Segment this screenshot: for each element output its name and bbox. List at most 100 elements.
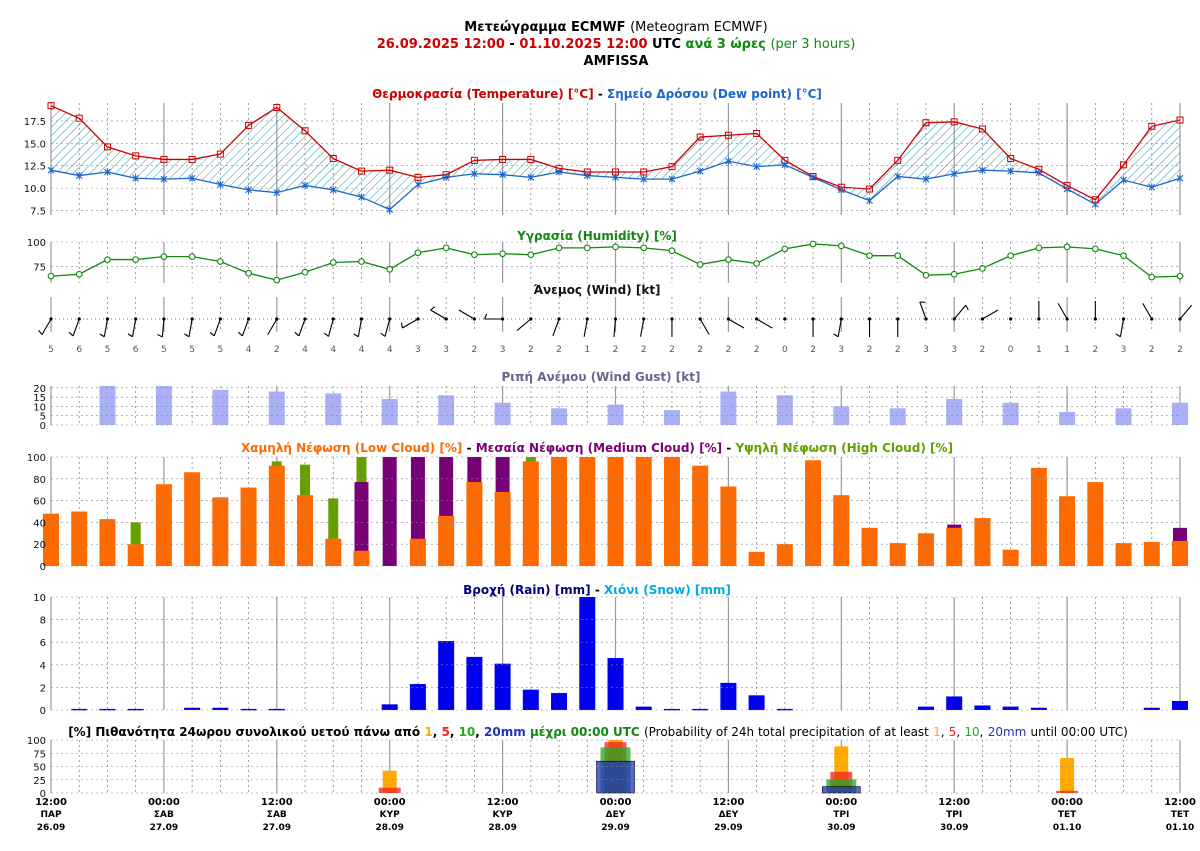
y-tick-label: 20	[33, 384, 46, 395]
wind-speed-label: 1	[1064, 345, 1070, 355]
y-tick-label: 20	[33, 540, 46, 551]
gust-bar	[155, 386, 172, 425]
rain-bar	[494, 663, 511, 710]
y-tick-label: 7.5	[30, 207, 46, 218]
wind-shaft	[583, 318, 588, 337]
gust-bar	[551, 408, 568, 425]
temperature-point	[668, 163, 676, 171]
wind-speed-label: 3	[415, 345, 421, 355]
low-cloud-bar	[522, 461, 539, 566]
wind-speed-label: 5	[48, 345, 54, 355]
wind-title: Άνεμος (Wind) [kt]	[533, 283, 660, 297]
wind-barb	[783, 317, 787, 321]
temperature-point	[414, 173, 422, 181]
humidity-point	[837, 242, 845, 250]
low-cloud-bar	[325, 538, 342, 566]
rain-bar	[946, 696, 963, 710]
gust-bar	[607, 404, 624, 425]
x-tick-date: 01.10	[1053, 823, 1081, 833]
rain-bar	[466, 656, 483, 710]
wind-barb	[184, 317, 194, 338]
x-tick-time: 12:00	[712, 797, 744, 808]
temperature-point	[696, 133, 704, 141]
temperature-point	[866, 185, 874, 193]
gust-bar	[212, 389, 229, 425]
wind-speed-label: 2	[1092, 345, 1098, 355]
gust-bar	[1059, 412, 1076, 425]
y-tick-label: 75	[33, 262, 46, 273]
y-tick-label: 10.0	[24, 184, 46, 195]
wind-speed-label: 2	[1177, 345, 1183, 355]
y-tick-label: 40	[33, 518, 46, 529]
temperature-point	[499, 155, 507, 163]
cloud-panel	[43, 457, 1188, 566]
dew-point-point	[837, 186, 845, 194]
gust-bar	[889, 408, 906, 425]
y-tick-label: 80	[33, 475, 46, 486]
temperature-point	[329, 155, 337, 163]
wind-feather	[157, 334, 163, 338]
dew-point-point	[1063, 185, 1071, 193]
step-greek: ανά 3 ώρες	[686, 37, 766, 52]
low-cloud-bar	[240, 487, 257, 566]
wind-shaft	[982, 309, 999, 320]
temperature-point	[527, 155, 535, 163]
gust-bar	[1172, 402, 1188, 425]
rain-bar	[1002, 706, 1019, 710]
gust-bar	[1115, 408, 1132, 425]
humidity-point	[273, 276, 281, 284]
y-tick-label: 100	[27, 736, 46, 747]
rain-bar	[438, 641, 455, 710]
low-cloud-bar	[720, 486, 737, 566]
wind-barb	[68, 317, 81, 337]
low-cloud-bar	[409, 538, 426, 566]
rain-bar	[268, 708, 285, 711]
y-tick-label: 2	[40, 683, 46, 694]
wind-shaft	[188, 318, 193, 337]
wind-barb	[896, 317, 900, 337]
x-tick-date: 28.09	[375, 823, 403, 833]
wind-speed-label: 2	[980, 345, 986, 355]
low-cloud-bar	[99, 519, 116, 566]
wind-speed-label: 2	[669, 345, 675, 355]
wind-speed-label: 2	[754, 345, 760, 355]
gust-bar	[381, 399, 398, 425]
rain-bar	[607, 658, 624, 710]
y-tick-label: 10	[33, 402, 46, 413]
wind-speed-label: 2	[274, 345, 280, 355]
wind-shaft	[919, 301, 927, 320]
humidity-point	[894, 252, 902, 260]
gust-bar	[776, 395, 793, 425]
dew-point-point	[104, 168, 111, 176]
temperature-point	[47, 102, 55, 110]
temperature-title: Θερμοκρασία (Temperature) [°C] - Σημείο …	[372, 87, 822, 101]
wind-shaft	[728, 318, 745, 329]
wind-speed-label: 5	[217, 345, 223, 355]
humidity-point	[809, 240, 817, 248]
humidity-title: Υγρασία (Humidity) [%]	[516, 229, 677, 243]
dew-point-point	[1120, 176, 1127, 184]
wind-feather	[833, 333, 839, 338]
rain-bar	[127, 708, 144, 711]
probability-bar	[821, 786, 861, 794]
wind-barb	[38, 317, 53, 335]
low-cloud-bar	[297, 495, 314, 566]
wind-barb	[583, 317, 589, 337]
gust-bar	[268, 391, 285, 425]
wind-shaft	[1179, 304, 1192, 320]
step-english: (per 3 hours)	[770, 37, 855, 52]
wind-speed-label: 0	[782, 345, 788, 355]
probability-bar	[378, 787, 401, 793]
wind-speed-label: 5	[189, 345, 195, 355]
x-tick-time: 00:00	[1051, 797, 1083, 808]
low-cloud-bar	[466, 482, 483, 566]
rain-bar	[99, 708, 116, 711]
wind-shaft	[241, 318, 250, 337]
humidity-point	[386, 265, 394, 273]
humidity-point	[471, 251, 478, 259]
dew-point-point	[922, 175, 930, 183]
gust-bar	[99, 386, 116, 425]
location-label: AMFISSA	[584, 54, 649, 69]
humidity-point	[725, 256, 732, 263]
wind-barb	[1037, 301, 1041, 321]
